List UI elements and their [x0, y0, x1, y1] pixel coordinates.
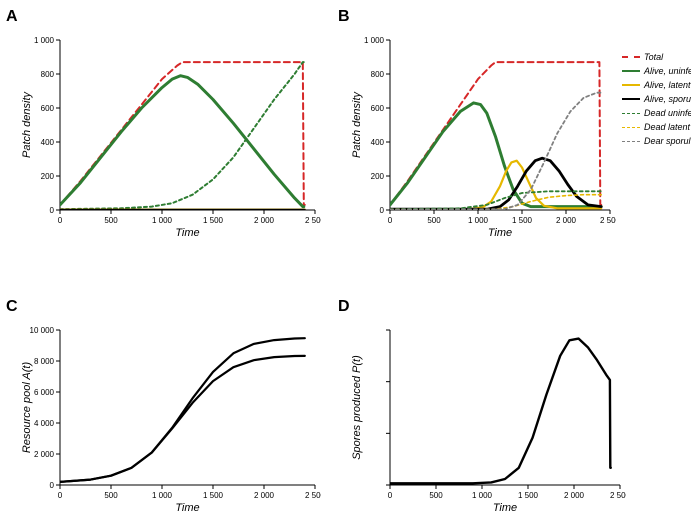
svg-text:800: 800	[371, 70, 385, 79]
svg-text:8 000: 8 000	[34, 357, 55, 366]
svg-text:500: 500	[429, 491, 443, 500]
svg-text:500: 500	[104, 216, 118, 225]
svg-text:2 500: 2 500	[600, 216, 616, 225]
xlabel-B: Time	[488, 227, 512, 239]
series-C-resource_lower	[60, 356, 305, 482]
svg-text:600: 600	[371, 104, 385, 113]
svg-text:1 500: 1 500	[512, 216, 533, 225]
legend-swatch	[622, 70, 640, 72]
svg-text:200: 200	[41, 172, 55, 181]
ylabel-C: Resource pool A(t)	[21, 362, 33, 454]
svg-text:0: 0	[58, 491, 63, 500]
legend-item: Alive, sporul	[622, 92, 691, 106]
svg-text:1 500: 1 500	[518, 491, 539, 500]
legend-label: Dead uninfe	[644, 106, 691, 120]
svg-text:2 000: 2 000	[556, 216, 577, 225]
legend-item: Alive, latent	[622, 78, 691, 92]
legend-label: Dead latent	[644, 120, 690, 134]
svg-text:2 000: 2 000	[254, 216, 275, 225]
legend-label: Dear sporul	[644, 134, 691, 148]
svg-text:2 500: 2 500	[305, 216, 321, 225]
svg-text:0: 0	[388, 216, 393, 225]
svg-text:1 000: 1 000	[34, 36, 55, 45]
svg-text:0: 0	[388, 491, 393, 500]
legend-label: Alive, sporul	[644, 92, 691, 106]
legend-label: Alive, latent	[644, 78, 691, 92]
svg-text:1 500: 1 500	[203, 491, 224, 500]
svg-text:0: 0	[58, 216, 63, 225]
ylabel-A: Patch density	[21, 90, 33, 158]
svg-text:500: 500	[427, 216, 441, 225]
series-D-spores	[390, 339, 611, 484]
svg-text:0: 0	[50, 206, 55, 215]
legend-swatch	[622, 56, 640, 58]
legend-swatch	[622, 127, 640, 128]
svg-text:400: 400	[41, 138, 55, 147]
chart-D: 0 500 1 000 1 500 2 000 2 500 Time Spores produ…	[348, 324, 626, 520]
panel-label-A: A	[6, 8, 18, 26]
svg-text:1 000: 1 000	[152, 216, 173, 225]
series-A-alive_uninfected	[60, 76, 304, 207]
svg-text:2 000: 2 000	[254, 491, 275, 500]
svg-text:6 000: 6 000	[34, 388, 55, 397]
legend: TotalAlive, uninfeAlive, latentAlive, sp…	[622, 50, 691, 148]
legend-swatch	[622, 113, 640, 114]
svg-text:600: 600	[41, 104, 55, 113]
panel-label-D: D	[338, 298, 350, 316]
svg-text:2 000: 2 000	[34, 450, 55, 459]
legend-item: Dead uninfe	[622, 106, 691, 120]
legend-swatch	[622, 141, 640, 142]
svg-text:500: 500	[104, 491, 118, 500]
legend-swatch	[622, 84, 640, 86]
legend-label: Alive, uninfe	[644, 64, 691, 78]
svg-text:1 500: 1 500	[203, 216, 224, 225]
svg-text:400: 400	[371, 138, 385, 147]
ylabel-D: Spores produced P(t)	[351, 355, 363, 460]
svg-text:0: 0	[50, 481, 55, 490]
ylabel-B: Patch density	[351, 90, 363, 158]
svg-text:1 000: 1 000	[468, 216, 489, 225]
xlabel-D: Time	[493, 502, 517, 514]
svg-text:4 000: 4 000	[34, 419, 55, 428]
legend-item: Total	[622, 50, 691, 64]
chart-C: 0 500 1 000 1 500 2 000 2 500 0 2 000 4 000 6 000…	[18, 324, 321, 520]
xlabel-C: Time	[175, 502, 199, 514]
svg-text:1 000: 1 000	[152, 491, 173, 500]
svg-text:800: 800	[41, 70, 55, 79]
svg-text:2 500: 2 500	[610, 491, 626, 500]
legend-item: Dead latent	[622, 120, 691, 134]
svg-text:1 000: 1 000	[364, 36, 385, 45]
svg-text:2 500: 2 500	[305, 491, 321, 500]
series-A-total	[60, 62, 305, 205]
legend-item: Alive, uninfe	[622, 64, 691, 78]
panel-label-C: C	[6, 298, 18, 316]
svg-text:10 000: 10 000	[30, 326, 55, 335]
legend-swatch	[622, 98, 640, 100]
series-B-alive_sporul	[390, 158, 601, 209]
legend-label: Total	[644, 50, 663, 64]
svg-text:0: 0	[380, 206, 385, 215]
chart-B: 0 500 1 000 1 500 2 000 2 500 0 200 400 600 800 1 0…	[348, 34, 616, 245]
panel-label-B: B	[338, 8, 350, 26]
svg-text:1 000: 1 000	[472, 491, 493, 500]
xlabel-A: Time	[175, 227, 199, 239]
legend-item: Dear sporul	[622, 134, 691, 148]
svg-text:200: 200	[371, 172, 385, 181]
series-A-dead_uninfected	[60, 62, 304, 209]
series-C-resource_upper	[60, 338, 305, 482]
chart-A: 0 500 1 000 1 500 2 000 2 500 0 200 400 600 800 1 0…	[18, 34, 321, 245]
svg-text:2 000: 2 000	[564, 491, 585, 500]
